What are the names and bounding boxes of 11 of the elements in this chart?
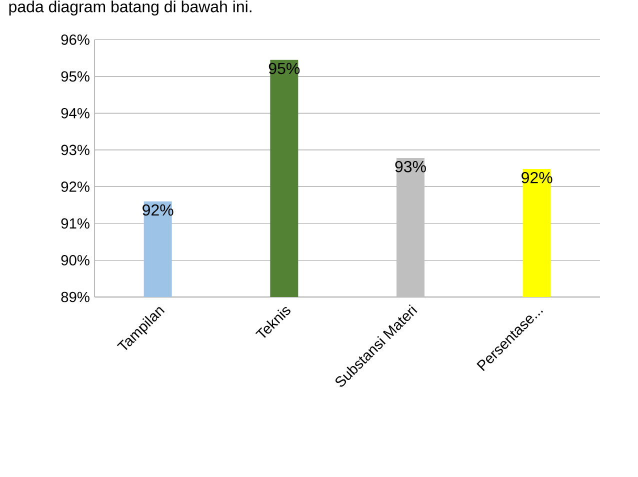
y-tick-label: 90% [61, 255, 90, 266]
y-tick-label: 92% [61, 182, 90, 192]
y-tick-label: 91% [61, 218, 90, 229]
y-tick-label: 96% [61, 34, 90, 45]
text: pada diagram batang di bawah ini. [9, 0, 252, 16]
y-tick-label: 93% [61, 144, 90, 156]
data-label: 93% [395, 160, 426, 172]
y-tick-label: 94% [61, 108, 90, 118]
data-label: 92% [142, 204, 174, 216]
y-tick-label: 89% [61, 292, 90, 302]
y-tick-label: 95% [61, 71, 90, 82]
